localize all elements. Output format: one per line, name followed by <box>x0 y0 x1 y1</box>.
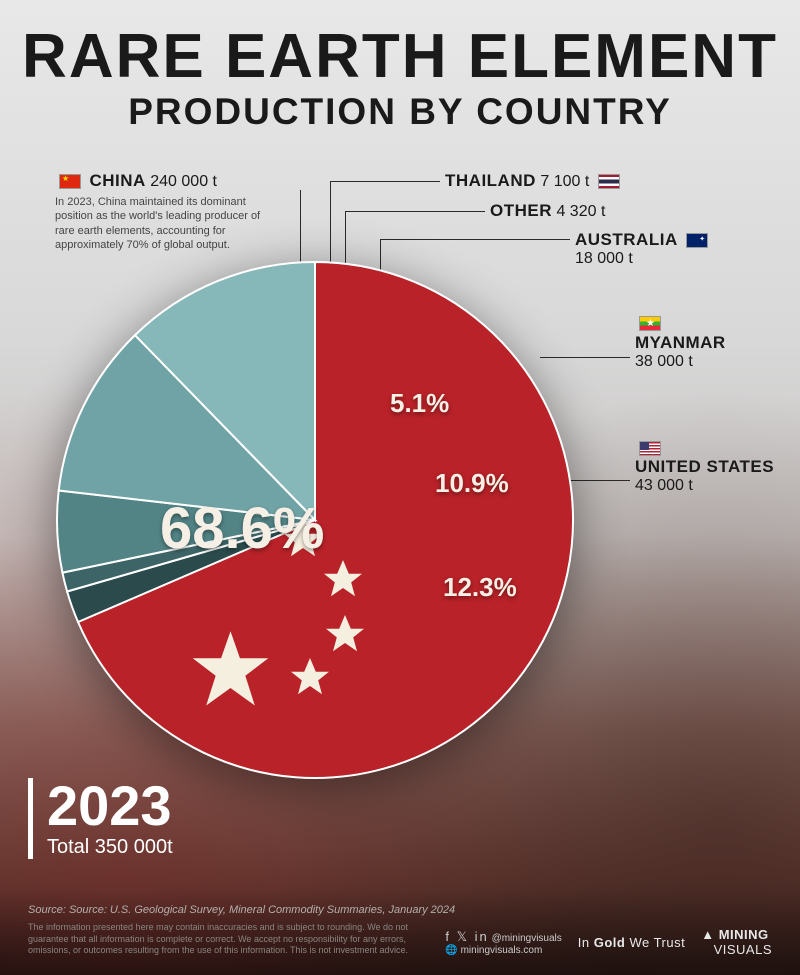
year-label: 2023 <box>47 778 173 834</box>
header: RARE EARTH ELEMENT PRODUCTION BY COUNTRY <box>0 0 800 141</box>
callout-other: OTHER 4 320 t <box>490 201 605 221</box>
brand-ingold: In Gold We Trust <box>578 935 685 950</box>
label-china-value: 240 000 t <box>150 173 217 190</box>
pct-label-china: 68.6% <box>160 495 324 562</box>
footer: Source: Source: U.S. Geological Survey, … <box>0 890 800 975</box>
leader-thailand-v <box>330 181 331 263</box>
flag-myanmar-icon <box>639 316 661 331</box>
callout-us: UNITED STATES 43 000 t <box>635 440 774 495</box>
label-other-value: 4 320 t <box>556 203 605 220</box>
pie-chart: 68.6% 5.1% 10.9% 12.3% <box>55 260 575 780</box>
label-other-name: OTHER <box>490 201 552 220</box>
label-australia-value: 18 000 t <box>575 250 633 267</box>
leader-china <box>300 190 301 262</box>
pct-label-australia: 5.1% <box>390 388 449 419</box>
flag-us-icon <box>639 441 661 456</box>
label-us-name: UNITED STATES <box>635 458 774 476</box>
label-us-value: 43 000 t <box>635 477 693 494</box>
total-label: Total 350 000t <box>47 836 173 859</box>
label-myanmar-value: 38 000 t <box>635 353 693 370</box>
year-block: 2023 Total 350 000t <box>28 778 173 859</box>
social-icons: f 𝕏 in <box>445 929 488 944</box>
pct-label-us: 12.3% <box>443 572 517 603</box>
callout-thailand: THAILAND 7 100 t <box>445 171 624 191</box>
label-australia-name: AUSTRALIA <box>575 230 678 249</box>
label-thailand-value: 7 100 t <box>540 173 589 190</box>
label-myanmar-name: MYANMAR <box>635 333 726 352</box>
brand-mining-visuals: ▲ MINING VISUALS <box>701 927 772 957</box>
leader-other-v <box>345 211 346 265</box>
chart-area: CHINA 240 000 t In 2023, China maintaine… <box>0 175 800 775</box>
flag-australia-icon <box>686 233 708 248</box>
social-url: miningvisuals.com <box>461 945 543 956</box>
brands-row: f 𝕏 in @miningvisuals 🌐 miningvisuals.co… <box>445 927 772 957</box>
pct-label-myanmar: 10.9% <box>435 468 509 499</box>
leader-thailand-h <box>330 181 440 182</box>
source-text: Source: Source: U.S. Geological Survey, … <box>28 904 772 916</box>
callout-china: CHINA 240 000 t In 2023, China maintaine… <box>55 171 265 252</box>
leader-au-h <box>380 239 570 240</box>
flag-china-icon <box>59 174 81 189</box>
disclaimer-text: The information presented here may conta… <box>28 922 418 957</box>
callout-australia: AUSTRALIA 18 000 t <box>575 230 712 268</box>
title-main: RARE EARTH ELEMENT <box>20 28 780 87</box>
social-block: f 𝕏 in @miningvisuals 🌐 miningvisuals.co… <box>445 929 561 956</box>
label-thailand-name: THAILAND <box>445 171 536 190</box>
china-description: In 2023, China maintained its dominant p… <box>55 195 265 252</box>
social-handle: @miningvisuals <box>492 933 562 944</box>
title-sub: PRODUCTION BY COUNTRY <box>20 91 780 133</box>
flag-thailand-icon <box>598 174 620 189</box>
callout-myanmar: MYANMAR 38 000 t <box>635 315 726 371</box>
globe-icon: 🌐 <box>445 945 457 956</box>
label-china-name: CHINA <box>89 171 145 190</box>
leader-other-h <box>345 211 485 212</box>
